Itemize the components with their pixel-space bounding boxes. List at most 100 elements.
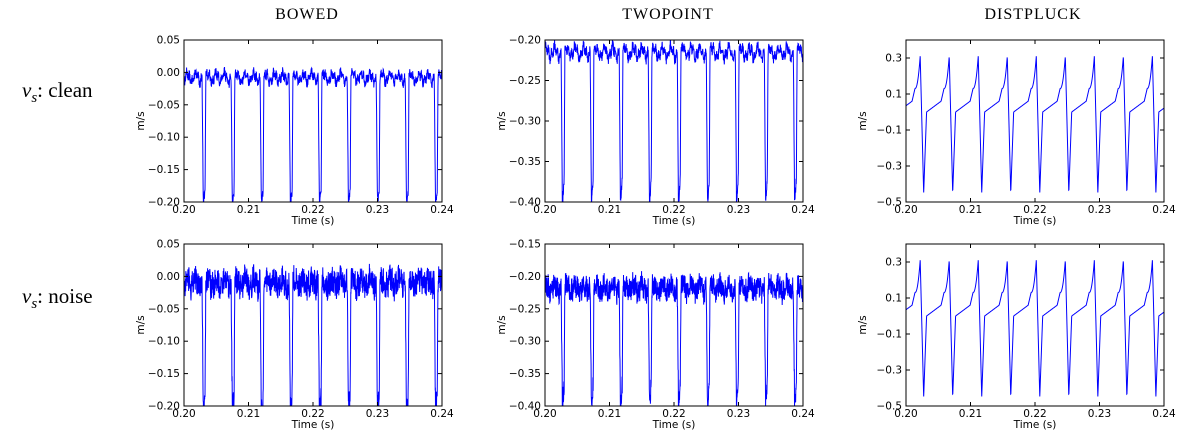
- y-tick-label-distpluck-noise-4: 0.3: [885, 257, 902, 269]
- x-axis-label-bowed-noise: Time (s): [291, 419, 335, 431]
- y-tick-label-bowed-noise-0: −0.20: [148, 401, 180, 413]
- column-title-twopoint: TWOPOINT: [622, 6, 714, 23]
- y-axis-label-bowed-clean: m/s: [135, 111, 147, 130]
- x-tick-label-bowed-noise-2: 0.22: [301, 408, 324, 420]
- x-tick-label-bowed-noise-3: 0.23: [366, 408, 389, 420]
- y-tick-label-distpluck-noise-3: 0.1: [885, 293, 902, 305]
- y-tick-label-bowed-noise-2: −0.10: [148, 336, 180, 348]
- subplot-distpluck-clean: 0.20 0.21 0.22 0.23 0.24 −0.5 −0.3 −0.1 0.1 0.3 Ti…: [857, 39, 1176, 227]
- subplot-twopoint-noise: 0.20 0.21 0.22 0.23 0.24 −0.40 −0.35 −0.30 −0.25…: [496, 239, 815, 432]
- x-tick-label-distpluck-noise-1: 0.21: [959, 408, 982, 420]
- y-tick-label-bowed-clean-1: −0.15: [148, 164, 180, 176]
- x-tick-label-bowed-noise-4: 0.24: [430, 408, 454, 420]
- y-tick-label-twopoint-clean-2: −0.30: [509, 116, 541, 128]
- y-tick-label-distpluck-clean-1: −0.3: [877, 161, 903, 173]
- y-tick-label-twopoint-noise-4: −0.20: [509, 271, 541, 283]
- y-tick-label-distpluck-clean-0: −0.5: [877, 197, 903, 209]
- y-tick-label-bowed-noise-1: −0.15: [148, 368, 180, 380]
- x-tick-label-twopoint-noise-2: 0.22: [662, 408, 685, 420]
- x-tick-label-bowed-clean-0: 0.20: [172, 204, 195, 216]
- x-axis-label-distpluck-noise: Time (s): [1013, 419, 1057, 431]
- y-tick-label-distpluck-clean-3: 0.1: [885, 89, 902, 101]
- subplot-twopoint-clean: 0.20 0.21 0.22 0.23 0.24 −0.40 −0.35 −0.30 −0.25…: [496, 35, 815, 228]
- row-label-noise-sub: s: [31, 296, 38, 313]
- y-axis-label-distpluck-noise: m/s: [857, 315, 869, 334]
- axes-frame-bowed-noise: [183, 243, 443, 407]
- x-tick-label-distpluck-noise-0: 0.20: [894, 408, 917, 420]
- y-tick-label-twopoint-clean-3: −0.25: [509, 75, 541, 87]
- subplot-distpluck-noise: 0.20 0.21 0.22 0.23 0.24 −0.5 −0.3 −0.1 0.1 0.3 Ti…: [857, 243, 1176, 431]
- column-title-bowed: BOWED: [275, 6, 339, 23]
- y-tick-label-distpluck-noise-0: −0.5: [877, 401, 903, 413]
- row-label-noise-var: v: [22, 284, 32, 308]
- series-line-bowed-clean: [184, 66, 442, 202]
- x-tick-label-distpluck-noise-2: 0.22: [1023, 408, 1046, 420]
- y-tick-label-bowed-noise-5: 0.05: [157, 239, 180, 251]
- series-line-twopoint-noise: [545, 271, 803, 406]
- x-tick-label-twopoint-clean-3: 0.23: [727, 204, 750, 216]
- y-axis-label-bowed-noise: m/s: [135, 315, 147, 334]
- y-tick-label-distpluck-noise-2: −0.1: [877, 329, 903, 341]
- x-tick-label-bowed-noise-1: 0.21: [237, 408, 260, 420]
- row-label-clean-sub: s: [31, 90, 38, 107]
- y-tick-label-twopoint-noise-1: −0.35: [509, 368, 541, 380]
- x-tick-label-bowed-clean-3: 0.23: [366, 204, 389, 216]
- y-tick-label-bowed-noise-4: 0.00: [157, 271, 180, 283]
- y-tick-label-twopoint-noise-2: −0.30: [509, 336, 541, 348]
- x-tick-label-distpluck-clean-1: 0.21: [959, 204, 982, 216]
- x-tick-label-bowed-clean-1: 0.21: [237, 204, 260, 216]
- x-tick-label-bowed-clean-2: 0.22: [301, 204, 324, 216]
- row-label-clean-text: : clean: [37, 78, 93, 102]
- y-tick-label-bowed-clean-4: 0.00: [157, 67, 180, 79]
- series-line-distpluck-noise: [906, 260, 1164, 397]
- y-tick-label-bowed-clean-2: −0.10: [148, 132, 180, 144]
- column-title-distpluck: DISTPLUCK: [984, 6, 1082, 23]
- y-tick-label-distpluck-clean-2: −0.1: [877, 125, 903, 137]
- subplot-bowed-clean: 0.20 0.21 0.22 0.23 0.24 −0.20 −0.15 −0.10 −0.05…: [135, 35, 454, 228]
- series-line-distpluck-clean: [906, 56, 1164, 193]
- x-axis-label-twopoint-noise: Time (s): [652, 419, 696, 431]
- x-tick-label-twopoint-clean-2: 0.22: [662, 204, 685, 216]
- y-axis-label-distpluck-clean: m/s: [857, 111, 869, 130]
- x-tick-label-distpluck-clean-2: 0.22: [1023, 204, 1046, 216]
- x-axis-label-twopoint-clean: Time (s): [652, 215, 696, 227]
- x-tick-label-distpluck-noise-3: 0.23: [1088, 408, 1111, 420]
- y-tick-label-bowed-clean-0: −0.20: [148, 197, 180, 209]
- y-axis-label-twopoint-clean: m/s: [496, 111, 508, 130]
- y-tick-label-twopoint-noise-5: −0.15: [509, 239, 541, 251]
- y-tick-label-twopoint-clean-4: −0.20: [509, 35, 541, 47]
- row-label-noise-text: : noise: [37, 284, 93, 308]
- subplot-bowed-noise: 0.20 0.21 0.22 0.23 0.24 −0.20 −0.15 −0.10 −0.05…: [135, 239, 454, 432]
- y-tick-label-bowed-clean-5: 0.05: [157, 35, 180, 47]
- x-tick-label-distpluck-clean-3: 0.23: [1088, 204, 1111, 216]
- y-tick-label-twopoint-noise-0: −0.40: [509, 401, 541, 413]
- x-tick-label-bowed-clean-4: 0.24: [430, 204, 454, 216]
- y-axis-label-twopoint-noise: m/s: [496, 315, 508, 334]
- x-tick-label-bowed-noise-0: 0.20: [172, 408, 195, 420]
- y-tick-label-bowed-clean-3: −0.05: [148, 99, 180, 111]
- x-tick-label-twopoint-clean-1: 0.21: [598, 204, 621, 216]
- x-tick-label-twopoint-noise-0: 0.20: [533, 408, 556, 420]
- y-tick-label-twopoint-noise-3: −0.25: [509, 303, 541, 315]
- x-axis-label-distpluck-clean: Time (s): [1013, 215, 1057, 227]
- x-tick-label-twopoint-clean-4: 0.24: [791, 204, 815, 216]
- x-tick-label-distpluck-noise-4: 0.24: [1152, 408, 1176, 420]
- y-tick-label-twopoint-clean-1: −0.35: [509, 156, 541, 168]
- x-tick-label-twopoint-clean-0: 0.20: [533, 204, 556, 216]
- x-tick-label-twopoint-noise-1: 0.21: [598, 408, 621, 420]
- axes-frame-bowed-clean: [183, 39, 443, 203]
- x-tick-label-twopoint-noise-3: 0.23: [727, 408, 750, 420]
- x-tick-label-distpluck-clean-4: 0.24: [1152, 204, 1176, 216]
- row-label-clean: vs: clean: [22, 78, 93, 107]
- row-label-clean-var: v: [22, 78, 32, 102]
- y-tick-label-bowed-noise-3: −0.05: [148, 303, 180, 315]
- y-tick-label-twopoint-clean-0: −0.40: [509, 197, 541, 209]
- x-tick-label-twopoint-noise-4: 0.24: [791, 408, 815, 420]
- y-tick-label-distpluck-clean-4: 0.3: [885, 53, 902, 65]
- row-label-noise: vs: noise: [22, 284, 93, 313]
- series-line-bowed-noise: [184, 263, 442, 406]
- x-axis-label-bowed-clean: Time (s): [291, 215, 335, 227]
- series-line-twopoint-clean: [545, 40, 803, 202]
